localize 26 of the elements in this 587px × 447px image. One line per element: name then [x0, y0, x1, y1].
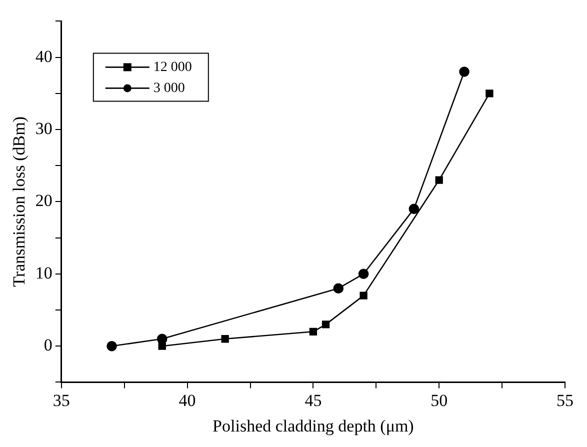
point — [221, 335, 229, 343]
y-tick-label: 0 — [44, 336, 52, 355]
point — [486, 90, 494, 98]
legend-label: 3 000 — [153, 80, 185, 96]
point — [158, 342, 166, 350]
x-tick-label: 40 — [178, 390, 196, 410]
point — [360, 292, 368, 300]
point — [309, 328, 318, 336]
point — [106, 340, 117, 352]
x-axis-title: Polished cladding depth (μm) — [212, 416, 414, 436]
x-tick-label: 55 — [556, 390, 574, 410]
legend-label: 12 000 — [153, 60, 192, 75]
x-tick-label: 35 — [52, 390, 70, 410]
y-axis-title: Transmission loss (dBm) — [10, 116, 29, 287]
x-tick-label: 45 — [304, 390, 322, 410]
x-tick-label: 50 — [430, 390, 448, 410]
y-tick-label: 20 — [35, 191, 52, 210]
point — [322, 320, 330, 328]
point — [333, 283, 344, 294]
y-tick-label: 40 — [35, 46, 52, 66]
point — [408, 204, 420, 214]
point — [459, 66, 470, 77]
point — [358, 268, 369, 280]
y-tick-label: 10 — [35, 263, 52, 282]
point — [435, 176, 443, 184]
y-tick-label: 30 — [35, 118, 52, 138]
